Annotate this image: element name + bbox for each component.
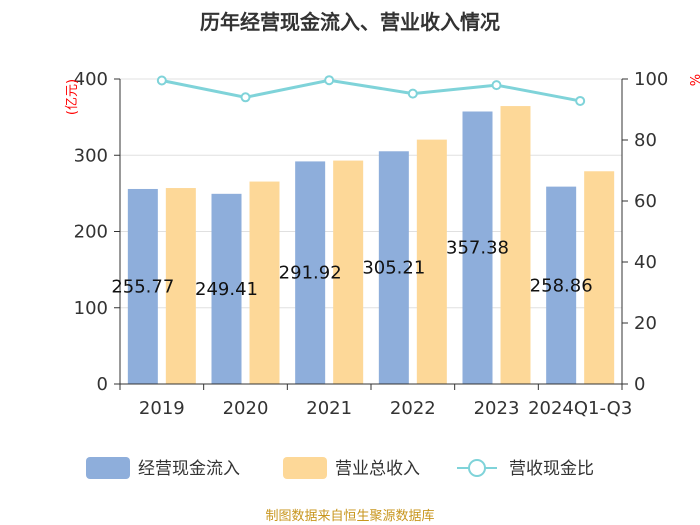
y-right-tick-label: 80 [634,130,657,151]
y-left-tick-label: 100 [74,298,108,319]
data-labels: 255.77 249.41 291.92 305.21 357.38 258.86 [111,238,592,300]
grid [120,78,622,309]
data-label-cash-inflow: 291.92 [279,263,342,284]
bar-total-revenue [500,106,531,384]
axes: 0 100 200 300 400 0 20 40 60 80 100 2019 2020 2021 202… [74,69,669,419]
x-tick-label: 2019 [139,398,185,419]
y-left-tick-label: 200 [74,222,108,243]
bar-total-revenue [333,160,364,384]
ratio-point [575,95,586,106]
x-tick-label: 2021 [306,398,352,419]
legend-label-total-revenue: 营业总收入 [335,459,420,479]
source-text: 制图数据来自恒生聚源数据库 [265,508,434,524]
data-label-cash-inflow: 357.38 [446,238,509,259]
legend-label-cash-inflow: 经营现金流入 [138,459,240,479]
bar-total-revenue [249,181,280,384]
legend-swatch-cash-inflow [86,457,130,479]
bars [127,106,615,385]
legend-label-ratio: 营收现金比 [509,459,594,479]
bar-cash-inflow [462,111,493,385]
y-right-tick-label: 0 [634,374,645,395]
y-left-tick-label: 300 [74,145,108,166]
chart-title: 历年经营现金流入、营业收入情况 [200,10,500,34]
y-right-tick-label: 100 [634,69,668,90]
legend: 经营现金流入 营业总收入 营收现金比 [86,457,594,479]
x-tick-label: 2024Q1-Q3 [528,398,632,419]
bar-total-revenue [165,188,196,384]
legend-marker-ratio [468,459,486,477]
data-label-cash-inflow: 255.77 [111,276,174,297]
legend-swatch-total-revenue [283,457,327,479]
data-label-cash-inflow: 305.21 [362,258,425,279]
y-left-tick-label: 0 [97,374,108,395]
bar-cash-inflow [127,188,158,384]
data-label-cash-inflow: 249.41 [195,279,258,300]
ratio-point [491,80,502,91]
ratio-point [324,75,335,86]
ratio-point [407,88,418,99]
bar-total-revenue [584,171,615,384]
y-right-tick-label: 40 [634,252,657,273]
y-right-label: % [686,74,700,86]
bar-total-revenue [416,139,447,384]
data-label-cash-inflow: 258.86 [530,275,593,296]
bar-cash-inflow [211,193,242,384]
x-tick-label: 2020 [223,398,269,419]
bar-cash-inflow [546,186,577,384]
bar-cash-inflow [378,151,409,384]
bar-cash-inflow [295,161,326,384]
y-left-tick-label: 400 [74,69,108,90]
ratio-point [240,92,251,103]
y-right-tick-label: 20 [634,313,657,334]
ratio-point [156,75,167,86]
ratio-line-path [161,78,581,103]
ratio-line [156,75,586,106]
x-tick-label: 2023 [474,398,520,419]
x-tick-label: 2022 [390,398,436,419]
y-right-tick-label: 60 [634,191,657,212]
y-left-label: (亿元) [65,79,80,115]
